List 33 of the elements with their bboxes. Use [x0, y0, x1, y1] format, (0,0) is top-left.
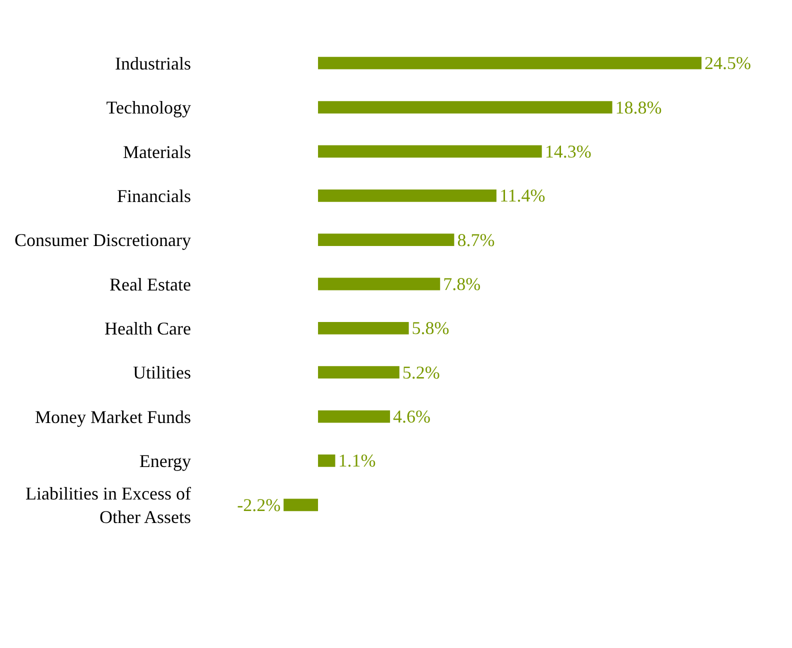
y-tick-label: Real Estate: [110, 274, 192, 294]
bar: [318, 56, 702, 70]
data-label: 1.1%: [338, 450, 376, 471]
data-label: 5.8%: [412, 318, 450, 338]
bar: [318, 101, 612, 114]
data-label: 18.8%: [615, 97, 662, 118]
bar: [284, 498, 318, 512]
y-tick-label: Energy: [139, 451, 191, 472]
data-label: -2.2%: [237, 494, 281, 515]
bar: [318, 234, 454, 246]
bar: [318, 278, 440, 290]
y-tick-label: Materials: [123, 142, 191, 162]
bar: [318, 145, 542, 158]
y-tick-label: Technology: [106, 98, 191, 118]
bar: [318, 189, 496, 202]
y-tick-label: Financials: [117, 186, 191, 206]
y-tick-label: Consumer Discretionary: [14, 230, 191, 250]
data-label: 14.3%: [544, 141, 592, 162]
bar: [318, 366, 400, 379]
y-tick-label: Liabilities in Excess of Other Assets: [26, 484, 191, 527]
data-label: 24.5%: [704, 53, 751, 74]
data-label: 7.8%: [443, 274, 481, 294]
y-tick-label: Industrials: [115, 53, 191, 74]
y-tick-label: Utilities: [133, 362, 191, 383]
data-label: 11.4%: [499, 186, 546, 206]
y-tick-label: Money Market Funds: [35, 406, 191, 427]
data-label: 5.2%: [402, 362, 440, 382]
data-label: 8.7%: [457, 230, 495, 250]
y-tick-label: Health Care: [104, 318, 191, 338]
bar: [318, 322, 409, 334]
bar: [318, 410, 390, 423]
bar: [318, 454, 336, 467]
data-label: 4.6%: [393, 406, 431, 427]
